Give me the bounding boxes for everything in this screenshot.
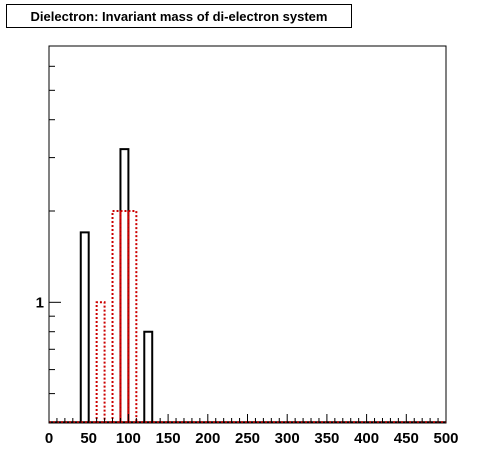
x-tick-label: 0 — [45, 430, 53, 447]
series-2-bin — [119, 210, 130, 423]
y-tick-label: 1 — [36, 294, 44, 311]
x-tick-label: 300 — [275, 430, 300, 447]
x-tick-label: 400 — [354, 430, 379, 447]
x-tick-label: 150 — [156, 430, 181, 447]
x-tick-label: 350 — [314, 430, 339, 447]
series-2-bin — [111, 210, 122, 423]
series-2-bin — [127, 210, 138, 423]
x-tick-label: 50 — [80, 430, 97, 447]
histogram-layer — [49, 148, 446, 423]
series-1-bin — [79, 231, 90, 423]
x-tick-label: 500 — [433, 430, 458, 447]
x-tick-label: 100 — [116, 430, 141, 447]
x-tick-label: 450 — [394, 430, 419, 447]
series-1-bin — [143, 330, 154, 423]
x-axis: 0 50 100 150 200 250 300 350 400 450 500 — [45, 414, 459, 447]
x-tick-label: 200 — [195, 430, 220, 447]
series-2-bin — [95, 301, 106, 423]
y-axis: 1 — [36, 45, 61, 424]
plot-frame — [48, 45, 447, 424]
x-tick-label: 250 — [235, 430, 260, 447]
series-1-bin — [119, 148, 130, 423]
chart-title: Dielectron: Invariant mass of di-electro… — [6, 4, 352, 28]
